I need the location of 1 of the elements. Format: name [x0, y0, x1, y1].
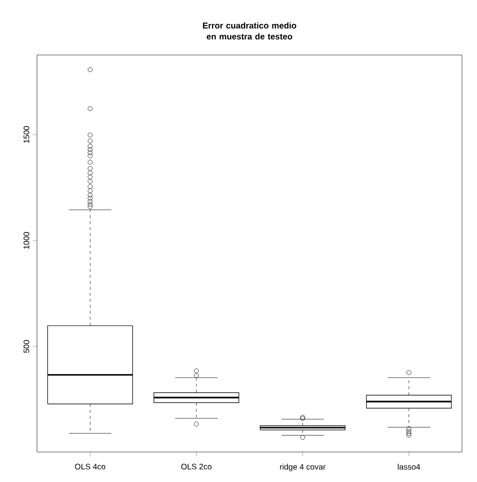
chart-title: Error cuadratico medio en muestra de testeo [203, 22, 296, 40]
